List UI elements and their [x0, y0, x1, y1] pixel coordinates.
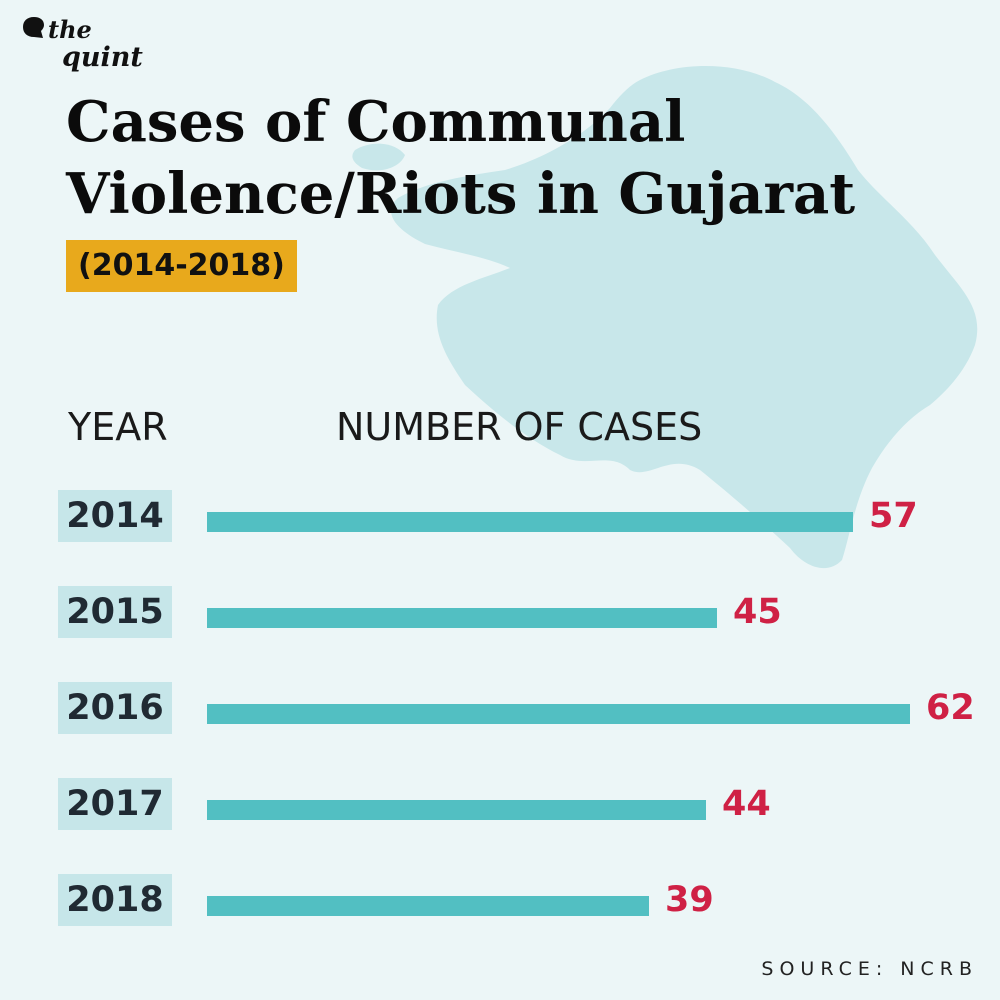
source-note: SOURCE: NCRB: [761, 958, 978, 980]
value-label-2015: 45: [733, 592, 782, 632]
year-label-2017: 2017: [58, 778, 172, 830]
chart-title: Cases of Communal Violence/Riots in Guja…: [66, 86, 966, 230]
bar-2017: [207, 800, 706, 820]
bar-2016: [207, 704, 910, 724]
bar-2018: [207, 896, 649, 916]
chart-title-line-2: Violence/Riots in Gujarat: [66, 161, 856, 227]
value-label-2014: 57: [869, 496, 918, 536]
year-label-2014: 2014: [58, 490, 172, 542]
year-label-2016: 2016: [58, 682, 172, 734]
the-quint-logo: the quint: [22, 12, 143, 82]
value-label-2016: 62: [926, 688, 975, 728]
bar-2015: [207, 608, 717, 628]
chart-title-line-1: Cases of Communal: [66, 89, 686, 155]
value-label-2017: 44: [722, 784, 771, 824]
bar-2014: [207, 512, 853, 532]
chart-subtitle: (2014-2018): [66, 240, 297, 292]
year-label-2015: 2015: [58, 586, 172, 638]
year-label-2018: 2018: [58, 874, 172, 926]
value-label-2018: 39: [665, 880, 714, 920]
logo-word-the: the: [48, 15, 92, 44]
logo-word-quint: quint: [62, 42, 143, 73]
bar-chart: 2014 57 2015 45 2016 62 2017 44 2018 39: [0, 480, 1000, 940]
quint-logo-icon: [23, 17, 44, 38]
year-column-header: YEAR: [68, 405, 168, 449]
cases-column-header: NUMBER OF CASES: [336, 405, 703, 449]
